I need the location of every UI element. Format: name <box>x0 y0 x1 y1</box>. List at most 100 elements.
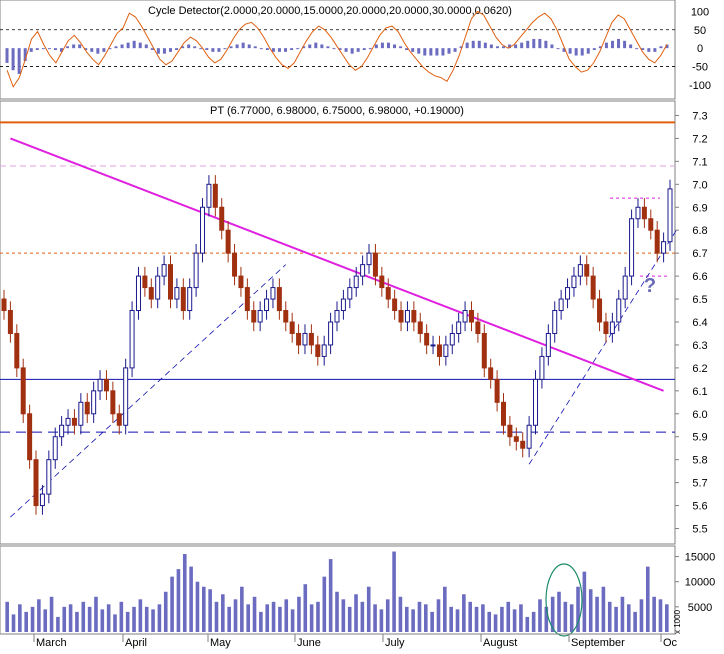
indicator-histogram-bar <box>17 48 21 74</box>
indicator-histogram-bar <box>356 48 360 52</box>
volume-bar <box>271 601 276 632</box>
volume-y-axis: 15000 10000 5000 <box>675 552 715 614</box>
indicator-histogram-bar <box>665 44 669 49</box>
volume-unit-label: x 1000 <box>673 609 682 634</box>
volume-bar <box>557 591 561 632</box>
indicator-histogram-bar <box>229 46 233 49</box>
volume-y-tick-label: 15000 <box>685 552 716 564</box>
candle-body <box>417 321 423 334</box>
indicator-histogram-bar <box>114 46 118 49</box>
candle-body <box>103 378 109 392</box>
indicator-histogram-bar <box>120 44 124 49</box>
candle-body <box>129 310 135 369</box>
price-y-tick-label: 6.5 <box>692 294 707 306</box>
candle-body <box>565 287 571 300</box>
candle-body <box>161 264 167 277</box>
volume-bar <box>189 566 193 632</box>
indicator-histogram-bar <box>102 48 106 52</box>
volume-bar <box>373 604 377 632</box>
candle-body <box>283 310 289 323</box>
indicator-histogram-bar <box>271 48 275 52</box>
indicator-histogram-bar <box>96 48 100 54</box>
volume-bar <box>646 566 650 632</box>
indicator-histogram-bar <box>338 48 342 50</box>
volume-bar <box>37 599 41 632</box>
volume-bar <box>512 609 517 632</box>
volume-bar <box>335 591 339 632</box>
indicator-histogram-bar <box>308 44 312 49</box>
indicator-histogram-bar <box>235 44 239 49</box>
indicator-panel: Cycle Detector(2.0000,20.0000,15.0000,20… <box>0 0 711 100</box>
volume-bar <box>297 596 301 632</box>
indicator-histogram-bar <box>556 48 560 50</box>
candle-body <box>135 275 141 312</box>
candle-body <box>648 218 654 231</box>
indicator-histogram-bar <box>399 46 403 49</box>
indicator-histogram-bar <box>544 40 548 49</box>
volume-bar <box>449 606 453 632</box>
volume-bar <box>417 601 422 632</box>
indicator-histogram-bar <box>211 48 215 52</box>
indicator-histogram-bar <box>604 42 608 49</box>
indicator-histogram-bar <box>66 46 70 49</box>
indicator-histogram-bar <box>332 48 336 50</box>
indicator-reference-lines <box>0 29 675 67</box>
volume-bar <box>56 616 60 632</box>
volume-bars <box>5 551 669 632</box>
indicator-histogram-bar <box>47 48 51 50</box>
indicator-histogram-bar <box>253 46 257 49</box>
indicator-histogram-bar <box>380 42 384 49</box>
volume-bar <box>202 586 206 632</box>
indicator-histogram-bar <box>526 40 530 49</box>
candle-body <box>552 310 558 334</box>
price-y-tick-label: 7.1 <box>692 156 707 168</box>
volume-bar <box>411 609 415 632</box>
volume-bar <box>144 606 149 632</box>
volume-bar <box>62 606 67 632</box>
volume-bar <box>601 586 606 632</box>
volume-bar <box>588 589 593 632</box>
candle-body <box>372 252 378 277</box>
indicator-histogram-bar <box>175 48 179 50</box>
indicator-histogram-bar <box>393 44 397 49</box>
indicator-y-tick-label: 0 <box>697 43 703 55</box>
volume-bar <box>30 606 35 632</box>
indicator-histogram-bar <box>23 48 27 62</box>
candle-body <box>244 287 250 312</box>
volume-bar <box>284 599 289 632</box>
price-y-tick-label: 5.8 <box>692 455 707 467</box>
volume-bar <box>290 609 295 632</box>
indicator-y-tick-label: 50 <box>694 25 706 37</box>
candlesticks <box>1 175 673 515</box>
candle-body <box>597 298 603 323</box>
volume-bar <box>550 596 555 632</box>
volume-bar <box>278 606 282 632</box>
candle-body <box>334 310 340 323</box>
x-axis-label: April <box>125 637 147 649</box>
volume-bar <box>138 599 143 632</box>
candle-body <box>430 344 436 347</box>
volume-bar <box>525 616 530 632</box>
candle-body <box>270 287 276 300</box>
candle-body <box>187 287 193 312</box>
indicator-histogram-bar <box>126 42 130 49</box>
x-axis-label: July <box>385 637 405 649</box>
volume-bar <box>157 604 162 632</box>
indicator-histogram-bar <box>647 48 651 52</box>
indicator-histogram-bar <box>550 44 554 49</box>
candle-body <box>91 390 97 415</box>
indicator-histogram-bar <box>90 48 94 52</box>
volume-bar <box>132 606 136 632</box>
indicator-histogram-bar <box>610 40 614 49</box>
indicator-histogram-bar <box>653 48 657 52</box>
candle-body <box>661 241 667 254</box>
trendline <box>10 264 287 518</box>
candle-body <box>321 344 327 357</box>
candle-body <box>411 310 417 323</box>
volume-bar <box>341 599 346 632</box>
volume-highlight-circle <box>545 563 583 637</box>
indicator-histogram-bar <box>574 48 578 56</box>
candle-body <box>590 275 596 300</box>
candle-body <box>443 344 449 357</box>
